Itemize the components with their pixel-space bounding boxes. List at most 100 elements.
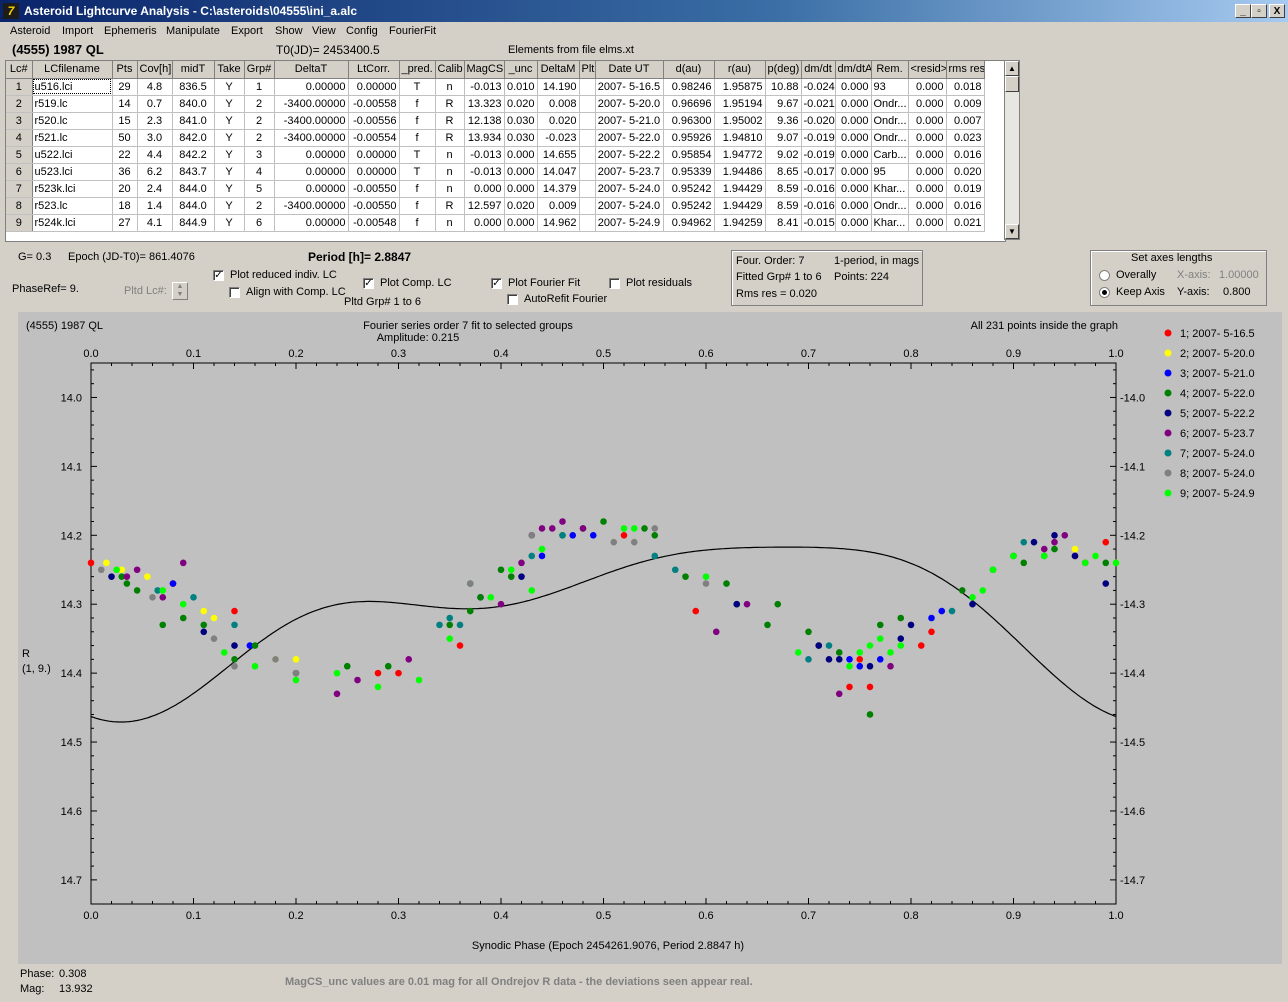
data-point[interactable] bbox=[374, 683, 382, 691]
data-point[interactable] bbox=[610, 538, 618, 546]
data-point[interactable] bbox=[1102, 580, 1110, 587]
table-cell[interactable]: Y bbox=[214, 163, 245, 181]
table-cell[interactable]: 0.00000 bbox=[274, 78, 349, 96]
scroll-thumb[interactable] bbox=[1005, 76, 1019, 92]
data-point[interactable] bbox=[1020, 538, 1028, 546]
data-point[interactable] bbox=[292, 656, 300, 663]
data-point[interactable] bbox=[446, 635, 454, 642]
table-cell[interactable]: 36 bbox=[112, 163, 138, 181]
column-header[interactable]: Grp# bbox=[244, 61, 275, 79]
table-cell[interactable]: n bbox=[435, 78, 465, 96]
table-cell[interactable]: 1.95194 bbox=[714, 95, 766, 113]
data-point[interactable] bbox=[969, 600, 976, 608]
data-point[interactable] bbox=[641, 525, 648, 532]
table-cell[interactable]: f bbox=[399, 197, 436, 215]
data-point[interactable] bbox=[897, 635, 905, 642]
table-cell[interactable]: -0.00556 bbox=[348, 112, 400, 130]
table-cell[interactable]: 842.2 bbox=[172, 146, 215, 164]
data-point[interactable] bbox=[548, 525, 556, 532]
table-cell[interactable]: -0.024 bbox=[801, 78, 836, 96]
data-point[interactable] bbox=[466, 580, 474, 587]
data-point[interactable] bbox=[825, 642, 833, 649]
data-point[interactable] bbox=[149, 594, 156, 601]
data-point[interactable] bbox=[246, 642, 254, 649]
table-cell[interactable]: 22 bbox=[112, 146, 138, 164]
table-cell[interactable]: 2007- 5-22.2 bbox=[595, 146, 664, 164]
table-cell[interactable]: 12.597 bbox=[464, 197, 505, 215]
data-point[interactable] bbox=[118, 573, 126, 580]
plot-residuals-checkbox[interactable] bbox=[609, 278, 620, 289]
data-point[interactable] bbox=[866, 711, 874, 718]
data-point[interactable] bbox=[876, 621, 884, 629]
table-cell[interactable]: 0.000 bbox=[835, 146, 872, 164]
data-point[interactable] bbox=[1061, 531, 1069, 539]
menu-manipulate[interactable]: Manipulate bbox=[166, 25, 220, 37]
data-point[interactable] bbox=[159, 587, 167, 594]
table-cell[interactable]: 20 bbox=[112, 180, 138, 198]
column-header[interactable]: midT bbox=[172, 61, 215, 79]
data-point[interactable] bbox=[887, 649, 894, 656]
table-cell[interactable]: -0.013 bbox=[464, 78, 505, 96]
data-point[interactable] bbox=[856, 662, 864, 670]
data-point[interactable] bbox=[938, 607, 946, 615]
table-cell[interactable]: 14.379 bbox=[537, 180, 580, 198]
column-header[interactable]: <resid> bbox=[908, 61, 947, 79]
table-cell[interactable]: 2 bbox=[244, 95, 275, 113]
data-point[interactable] bbox=[169, 580, 177, 587]
data-point[interactable] bbox=[958, 587, 966, 594]
table-cell[interactable]: 0.000 bbox=[504, 214, 538, 232]
data-point[interactable] bbox=[231, 642, 238, 649]
table-cell[interactable] bbox=[579, 78, 596, 96]
data-point[interactable] bbox=[231, 621, 238, 629]
data-point[interactable] bbox=[1040, 552, 1048, 560]
table-cell[interactable]: 2007- 5-24.0 bbox=[595, 180, 664, 198]
data-point[interactable] bbox=[917, 642, 925, 649]
table-cell[interactable]: 0.7 bbox=[137, 95, 173, 113]
table-cell[interactable]: 0.020 bbox=[537, 112, 580, 130]
table-cell[interactable]: 0.020 bbox=[946, 163, 985, 181]
data-point[interactable] bbox=[405, 656, 413, 663]
table-cell[interactable]: R bbox=[435, 95, 465, 113]
table-cell[interactable]: r520.lc bbox=[32, 112, 113, 130]
row-header[interactable]: 9 bbox=[6, 214, 33, 232]
table-cell[interactable]: 2007- 5-23.7 bbox=[595, 163, 664, 181]
table-cell[interactable]: 2007- 5-22.0 bbox=[595, 129, 664, 147]
data-point[interactable] bbox=[123, 580, 131, 587]
column-header[interactable]: Cov[h] bbox=[137, 61, 173, 79]
table-cell[interactable]: 14.655 bbox=[537, 146, 580, 164]
data-point[interactable] bbox=[846, 662, 853, 670]
table-cell[interactable]: 9.36 bbox=[765, 112, 802, 130]
column-header[interactable]: DeltaT bbox=[274, 61, 349, 79]
table-cell[interactable]: 50 bbox=[112, 129, 138, 147]
data-point[interactable] bbox=[103, 559, 110, 567]
table-cell[interactable]: 0.000 bbox=[908, 129, 947, 147]
data-point[interactable] bbox=[723, 580, 730, 587]
table-cell[interactable]: 0.021 bbox=[946, 214, 985, 232]
table-cell[interactable]: 2 bbox=[244, 129, 275, 147]
data-point[interactable] bbox=[692, 607, 700, 615]
data-point[interactable] bbox=[702, 580, 710, 587]
table-cell[interactable]: 0.030 bbox=[504, 129, 538, 147]
table-cell[interactable]: 6.2 bbox=[137, 163, 173, 181]
data-point[interactable] bbox=[651, 525, 659, 532]
table-cell[interactable]: 2007- 5-24.9 bbox=[595, 214, 664, 232]
table-cell[interactable]: 0.023 bbox=[946, 129, 985, 147]
table-cell[interactable]: -0.017 bbox=[801, 163, 836, 181]
data-point[interactable] bbox=[118, 566, 126, 574]
data-point[interactable] bbox=[907, 621, 915, 629]
table-cell[interactable] bbox=[579, 163, 596, 181]
table-cell[interactable]: 14.047 bbox=[537, 163, 580, 181]
table-cell[interactable]: -0.013 bbox=[464, 163, 505, 181]
y-axis-value[interactable]: 0.800 bbox=[1223, 286, 1251, 298]
table-cell[interactable]: 844.0 bbox=[172, 197, 215, 215]
table-cell[interactable]: r521.lc bbox=[32, 129, 113, 147]
table-cell[interactable] bbox=[579, 197, 596, 215]
table-cell[interactable]: f bbox=[399, 180, 436, 198]
data-point[interactable] bbox=[876, 635, 884, 642]
data-point[interactable] bbox=[1030, 538, 1038, 546]
table-cell[interactable]: 1.94810 bbox=[714, 129, 766, 147]
row-header[interactable]: 4 bbox=[6, 129, 33, 147]
table-cell[interactable]: n bbox=[435, 214, 465, 232]
scroll-down-arrow-icon[interactable]: ▼ bbox=[1005, 224, 1019, 239]
data-point[interactable] bbox=[538, 525, 546, 532]
